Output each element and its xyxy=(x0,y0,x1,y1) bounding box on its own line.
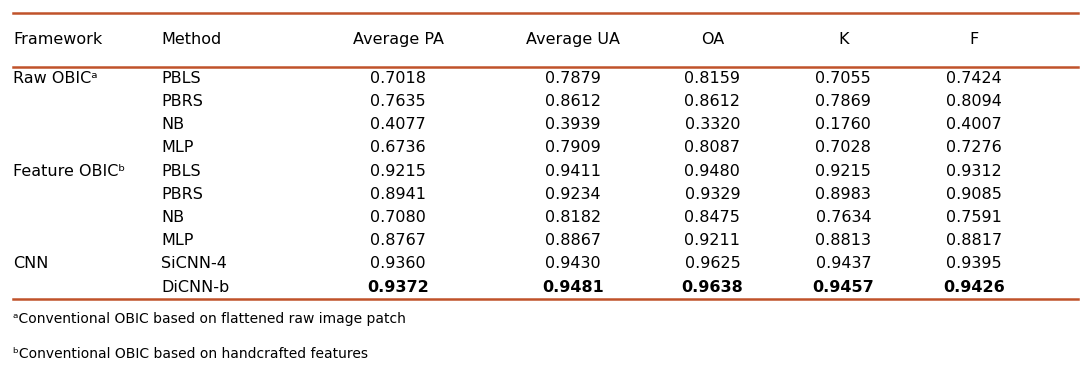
Text: 0.7080: 0.7080 xyxy=(370,210,427,225)
Text: 0.3939: 0.3939 xyxy=(546,117,600,132)
Text: 0.8867: 0.8867 xyxy=(544,233,601,248)
Text: 0.9211: 0.9211 xyxy=(684,233,741,248)
Text: 0.9085: 0.9085 xyxy=(946,187,1003,202)
Text: 0.8087: 0.8087 xyxy=(684,141,741,155)
Text: CNN: CNN xyxy=(13,256,48,271)
Text: 0.9426: 0.9426 xyxy=(944,280,1005,295)
Text: Feature OBICᵇ: Feature OBICᵇ xyxy=(13,164,125,178)
Text: 0.7909: 0.7909 xyxy=(544,141,601,155)
Text: 0.8159: 0.8159 xyxy=(684,71,741,86)
Text: 0.7276: 0.7276 xyxy=(946,141,1003,155)
Text: 0.8612: 0.8612 xyxy=(544,94,601,109)
Text: Average PA: Average PA xyxy=(352,32,444,47)
Text: 0.8475: 0.8475 xyxy=(684,210,741,225)
Text: 0.7635: 0.7635 xyxy=(371,94,425,109)
Text: K: K xyxy=(838,32,849,47)
Text: 0.9457: 0.9457 xyxy=(813,280,874,295)
Text: 0.9437: 0.9437 xyxy=(816,256,871,271)
Text: 0.7055: 0.7055 xyxy=(815,71,872,86)
Text: ᵇConventional OBIC based on handcrafted features: ᵇConventional OBIC based on handcrafted … xyxy=(13,347,368,361)
Text: NB: NB xyxy=(161,117,184,132)
Text: 0.9430: 0.9430 xyxy=(546,256,600,271)
Text: 0.4007: 0.4007 xyxy=(946,117,1003,132)
Text: 0.7634: 0.7634 xyxy=(816,210,871,225)
Text: 0.9215: 0.9215 xyxy=(370,164,427,178)
Text: 0.9395: 0.9395 xyxy=(947,256,1002,271)
Text: 0.8767: 0.8767 xyxy=(370,233,427,248)
Text: 0.3320: 0.3320 xyxy=(685,117,740,132)
Text: SiCNN-4: SiCNN-4 xyxy=(161,256,227,271)
Text: ᵃConventional OBIC based on flattened raw image patch: ᵃConventional OBIC based on flattened ra… xyxy=(13,312,406,326)
Text: 0.7591: 0.7591 xyxy=(946,210,1003,225)
Text: 0.7879: 0.7879 xyxy=(544,71,601,86)
Text: Framework: Framework xyxy=(13,32,103,47)
Text: 0.4077: 0.4077 xyxy=(370,117,427,132)
Text: PBLS: PBLS xyxy=(161,71,201,86)
Text: F: F xyxy=(970,32,979,47)
Text: 0.9360: 0.9360 xyxy=(371,256,425,271)
Text: PBRS: PBRS xyxy=(161,187,203,202)
Text: 0.1760: 0.1760 xyxy=(815,117,872,132)
Text: MLP: MLP xyxy=(161,233,194,248)
Text: 0.9312: 0.9312 xyxy=(946,164,1003,178)
Text: Average UA: Average UA xyxy=(526,32,620,47)
Text: 0.9480: 0.9480 xyxy=(684,164,741,178)
Text: 0.9625: 0.9625 xyxy=(684,256,741,271)
Text: Raw OBICᵃ: Raw OBICᵃ xyxy=(13,71,98,86)
Text: 0.8182: 0.8182 xyxy=(544,210,601,225)
Text: 0.8817: 0.8817 xyxy=(946,233,1003,248)
Text: 0.8612: 0.8612 xyxy=(684,94,741,109)
Text: 0.8983: 0.8983 xyxy=(815,187,872,202)
Text: DiCNN-b: DiCNN-b xyxy=(161,280,230,295)
Text: 0.8941: 0.8941 xyxy=(370,187,427,202)
Text: 0.8813: 0.8813 xyxy=(815,233,872,248)
Text: 0.9411: 0.9411 xyxy=(544,164,601,178)
Text: NB: NB xyxy=(161,210,184,225)
Text: 0.9329: 0.9329 xyxy=(685,187,740,202)
Text: 0.9372: 0.9372 xyxy=(368,280,429,295)
Text: 0.6736: 0.6736 xyxy=(371,141,425,155)
Text: MLP: MLP xyxy=(161,141,194,155)
Text: 0.9215: 0.9215 xyxy=(815,164,872,178)
Text: Method: Method xyxy=(161,32,221,47)
Text: PBRS: PBRS xyxy=(161,94,203,109)
Text: OA: OA xyxy=(700,32,724,47)
Text: 0.7028: 0.7028 xyxy=(815,141,872,155)
Text: 0.9638: 0.9638 xyxy=(682,280,743,295)
Text: 0.9481: 0.9481 xyxy=(542,280,603,295)
Text: 0.9234: 0.9234 xyxy=(546,187,600,202)
Text: PBLS: PBLS xyxy=(161,164,201,178)
Text: 0.7018: 0.7018 xyxy=(370,71,427,86)
Text: 0.8094: 0.8094 xyxy=(946,94,1003,109)
Text: 0.7869: 0.7869 xyxy=(815,94,872,109)
Text: 0.7424: 0.7424 xyxy=(946,71,1003,86)
